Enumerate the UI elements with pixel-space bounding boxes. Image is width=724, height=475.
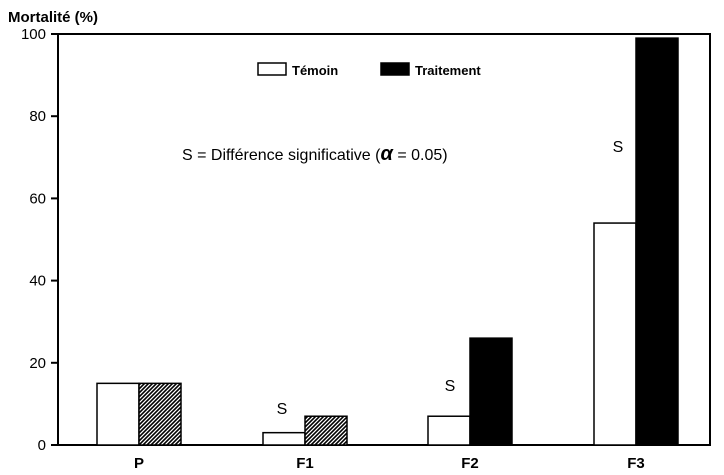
bar-traitement-f1	[304, 415, 348, 446]
alpha-symbol: α	[380, 143, 394, 165]
bar-traitement-f2	[469, 337, 513, 446]
legend-swatch-traitement	[380, 62, 410, 76]
legend-swatch-temoin	[257, 62, 287, 76]
bar-temoin-p	[96, 382, 140, 446]
legend-label-temoin: Témoin	[292, 63, 338, 78]
legend: Témoin Traitement	[257, 62, 481, 78]
y-axis-ticks: 0 20 40 60 80 100	[21, 26, 58, 454]
bar-temoin-f1	[262, 431, 306, 446]
significance-note: S = Différence significative (α = 0.05)	[182, 143, 448, 165]
significance-markers: S S S	[277, 139, 624, 418]
significance-note-prefix: S = Différence significative (	[182, 147, 381, 164]
category-label-p: P	[134, 455, 144, 472]
y-tick-label: 40	[29, 273, 46, 290]
y-tick-label: 100	[21, 26, 46, 43]
bars	[96, 37, 679, 446]
category-labels: P F1 F2 F3	[134, 455, 645, 472]
significance-note-suffix: = 0.05)	[393, 147, 448, 164]
y-tick-label: 60	[29, 190, 46, 207]
bar-traitement-f3	[635, 37, 679, 446]
significance-marker-f3: S	[613, 139, 624, 156]
y-tick-label: 80	[29, 108, 46, 125]
category-label-f3: F3	[627, 455, 645, 472]
legend-label-traitement: Traitement	[415, 63, 481, 78]
significance-marker-f2: S	[445, 378, 456, 395]
bar-traitement-p	[138, 382, 182, 446]
category-label-f1: F1	[296, 455, 314, 472]
plot-frame	[57, 33, 711, 446]
bar-temoin-f3	[593, 222, 637, 446]
significance-marker-f1: S	[277, 401, 288, 418]
y-axis-label: Mortalité (%)	[8, 9, 98, 26]
y-tick-label: 20	[29, 355, 46, 372]
category-label-f2: F2	[461, 455, 479, 472]
y-tick-label: 0	[38, 437, 46, 454]
bar-temoin-f2	[427, 415, 471, 446]
